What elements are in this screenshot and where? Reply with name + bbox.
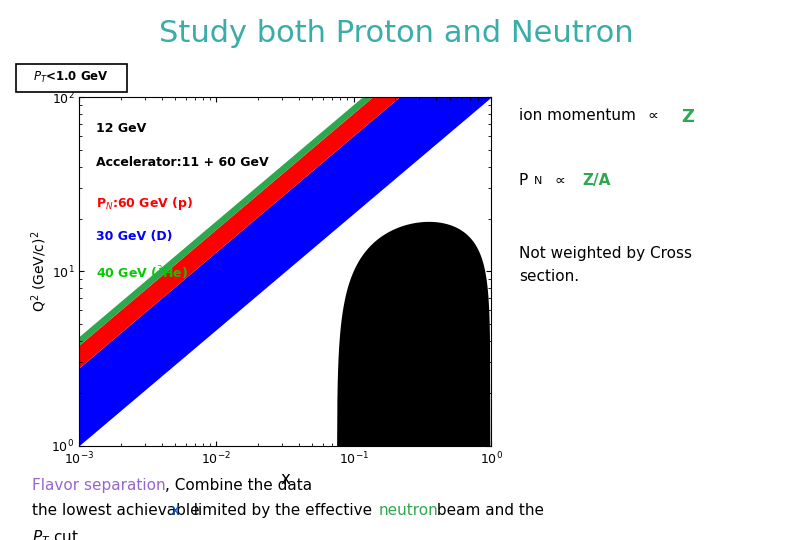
Text: ∝: ∝ xyxy=(550,173,566,188)
Text: neutron: neutron xyxy=(379,503,438,518)
Text: 30 GeV (D): 30 GeV (D) xyxy=(96,230,172,242)
Text: Flavor separation: Flavor separation xyxy=(32,478,166,493)
Text: 12 GeV: 12 GeV xyxy=(96,122,146,134)
Text: limited by the effective: limited by the effective xyxy=(184,503,377,518)
Text: $P_{T}$<1.0 GeV: $P_{T}$<1.0 GeV xyxy=(33,70,109,85)
Text: , Combine the data: , Combine the data xyxy=(165,478,312,493)
Text: Not weighted by Cross
section.: Not weighted by Cross section. xyxy=(519,246,691,284)
Text: ion momentum: ion momentum xyxy=(519,108,641,123)
Text: P: P xyxy=(519,173,528,188)
Text: P$_{N}$:60 GeV (p): P$_{N}$:60 GeV (p) xyxy=(96,195,192,212)
Text: x: x xyxy=(170,503,179,518)
Text: the lowest achievable: the lowest achievable xyxy=(32,503,204,518)
Text: beam and the: beam and the xyxy=(432,503,544,518)
Text: Z: Z xyxy=(681,108,694,126)
Text: $P_{T}$ cut: $P_{T}$ cut xyxy=(32,528,78,540)
Text: Z/A: Z/A xyxy=(582,173,611,188)
Text: ∝: ∝ xyxy=(648,108,659,123)
Text: Study both Proton and Neutron: Study both Proton and Neutron xyxy=(158,19,634,48)
Text: N: N xyxy=(534,176,543,186)
Y-axis label: Q$^{2}$ (GeV/c)$^{2}$: Q$^{2}$ (GeV/c)$^{2}$ xyxy=(29,231,48,312)
Text: Accelerator:11 + 60 GeV: Accelerator:11 + 60 GeV xyxy=(96,157,268,170)
Text: 40 GeV ($^{3}$He): 40 GeV ($^{3}$He) xyxy=(96,265,188,282)
X-axis label: x: x xyxy=(280,470,290,488)
